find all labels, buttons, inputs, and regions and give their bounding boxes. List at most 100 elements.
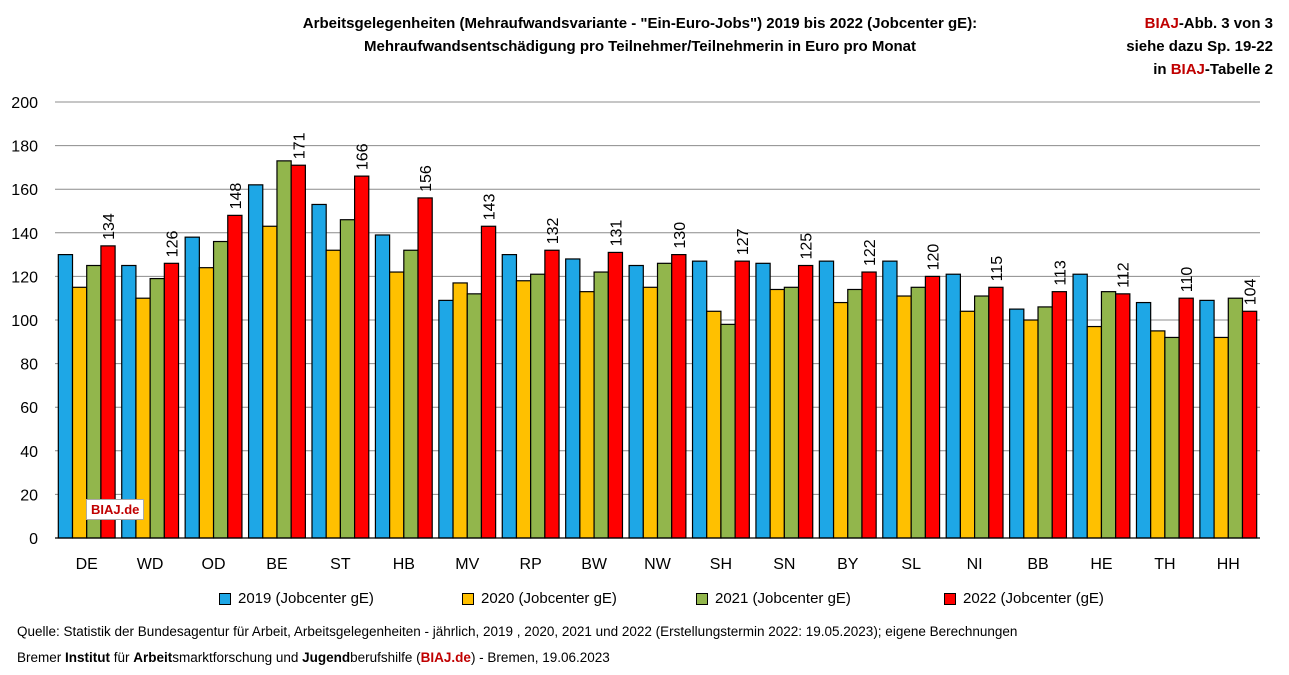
legend-swatch [944,592,956,605]
title-line-1: Arbeitsgelegenheiten (Mehraufwandsvarian… [302,15,978,32]
bar [374,234,391,539]
x-tick-label: NI [967,556,983,573]
credit-segment: berufshilfe ( [350,650,421,665]
data-label: 166 [355,143,372,170]
credit-segment: Institut [65,650,111,665]
x-tick-label: TH [1154,556,1175,573]
y-tick-label: 80 [20,357,38,374]
x-tick-label: BW [581,556,608,573]
data-label: 156 [418,165,435,192]
legend-swatch [462,592,474,605]
bar [262,225,278,539]
legend-label: 2022 (Jobcenter (gE) [963,590,1104,607]
credit-segment: Bremer [17,650,66,665]
bar [1009,308,1025,539]
ref-brand-1: BIAJ [1144,15,1179,32]
x-tick-label: SN [773,556,795,573]
source-note: Quelle: Statistik der Bundesagentur für … [17,624,1018,639]
bar [438,299,454,539]
data-label: 104 [1243,278,1260,305]
y-tick-label: 200 [11,95,38,112]
bar [325,249,341,539]
legend-label: 2019 (Jobcenter gE) [238,590,374,607]
ref-line-3: in BIAJ-Tabelle 2 [1126,58,1273,81]
x-tick-label: BB [1027,556,1048,573]
legend-item: 2021 (Jobcenter gE) [696,590,851,607]
legend-item: 2019 (Jobcenter gE) [219,590,374,607]
data-label: 126 [164,231,181,258]
ref-brand-2: BIAJ [1170,61,1205,78]
data-label: 130 [672,222,689,249]
data-label: 143 [482,193,499,220]
bar [607,251,624,539]
legend-item: 2022 (Jobcenter (gE) [944,590,1104,607]
legend-label: 2020 (Jobcenter gE) [481,590,617,607]
bar [417,197,433,539]
bar [198,267,215,539]
legend-label: 2021 (Jobcenter gE) [715,590,851,607]
bar [276,160,292,539]
legend-item: 2020 (Jobcenter gE) [462,590,617,607]
credit-segment: Jugend [302,650,351,665]
bar [71,286,88,539]
bar [593,271,609,539]
bar [480,225,497,539]
bar [1227,297,1244,539]
bar [1213,336,1229,539]
bar [579,291,595,539]
credit-segment: BIAJ.de [420,650,471,665]
data-label: 110 [1179,267,1196,293]
bar [769,288,785,539]
bar [896,295,912,539]
data-label: 171 [291,132,308,159]
bar [163,262,180,539]
bar [227,214,243,539]
ref-line-3-pre: in [1153,61,1171,78]
x-tick-label: DE [76,556,98,573]
bar [628,264,644,539]
title-line-2: Mehraufwandsentschädigung pro Teilnehmer… [364,38,916,55]
credit-segment: für [110,650,134,665]
bar [389,271,405,539]
bar [100,245,116,539]
chart-legend: 2019 (Jobcenter gE) 2020 (Jobcenter gE) 20… [0,590,1289,612]
legend-swatch [219,592,231,605]
bar [1100,291,1117,539]
bar [783,286,800,539]
bar [706,310,722,539]
bar [1199,299,1215,539]
bar [544,249,560,539]
bar [339,219,356,539]
ref-line-1: BIAJ-Abb. 3 von 3 [1126,12,1273,35]
bar [212,240,229,539]
bar [988,286,1004,539]
bar [734,260,750,539]
data-label: 127 [735,228,752,255]
figure-reference: BIAJ-Abb. 3 von 3 siehe dazu Sp. 19-22 i… [1126,12,1273,81]
y-tick-label: 40 [20,444,38,461]
bar [311,203,327,539]
bar [642,286,659,539]
bar [1072,273,1088,539]
y-tick-label: 140 [11,226,38,243]
watermark-label: BIAJ.de [86,499,145,520]
bar [1051,291,1068,539]
bar [924,275,941,539]
y-tick-label: 120 [11,269,38,286]
x-tick-label: NW [644,556,672,573]
x-tick-label: BE [266,556,287,573]
chart-title: Arbeitsgelegenheiten (Mehraufwandsvarian… [150,12,1130,58]
bar [515,280,532,539]
bar [466,293,483,539]
bar [565,258,581,539]
x-tick-label: RP [520,556,542,573]
bar [1115,293,1131,539]
bar [818,260,835,539]
bar [290,164,306,539]
bar [1037,306,1053,539]
x-tick-label: SL [901,556,921,573]
bar [755,262,771,539]
bar [1086,325,1103,539]
bar [501,254,518,539]
bar [247,184,264,539]
